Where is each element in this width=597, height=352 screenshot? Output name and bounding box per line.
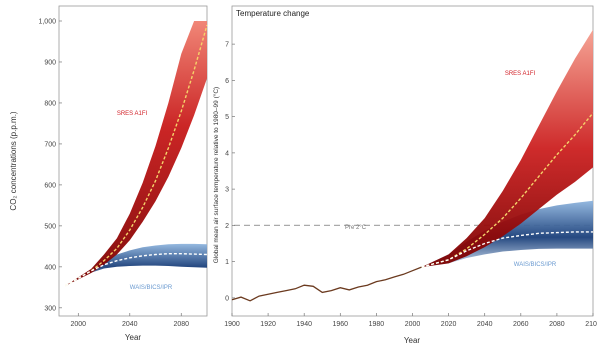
y-tick-label: 300: [44, 305, 56, 312]
x-tick-label: 2100: [585, 321, 597, 328]
y-tick-label: 1: [225, 259, 229, 266]
y-tick-label: 500: [44, 223, 56, 230]
co2-plot-frame: [58, 5, 208, 317]
a1fi-band: [65, 21, 208, 286]
y-tick-label: 2: [225, 223, 229, 230]
y-tick-label: 900: [44, 59, 56, 66]
x-tick-label: 2040: [477, 321, 493, 328]
temperature-series-label-wais: WAIS/BICS/IPR: [514, 262, 557, 268]
x-tick-label: 2000: [405, 321, 421, 328]
co2-bands: [65, 21, 208, 286]
temperature-title: Temperature change: [236, 9, 310, 18]
co2-series-label-a1fi: SRES A1FI: [117, 111, 148, 117]
temperature-panel: Temperature change 0 1 2 3 4 5 6 7 1900 1920 1940…: [212, 5, 597, 345]
x-tick-label: 1960: [333, 321, 349, 328]
wais-median-line: [65, 253, 208, 287]
temperature-x-ticks: 1900 1920 1940 1960 1980 2000 2020 2040 2060 2080…: [224, 313, 597, 328]
x-tick-label: 1920: [260, 321, 276, 328]
a1fi-band: [421, 29, 593, 268]
wais-median-line: [421, 231, 593, 268]
observed-line: [231, 266, 422, 302]
x-tick-label: 2040: [122, 321, 138, 328]
threshold-label: Pre 2°C: [345, 225, 367, 231]
y-tick-label: 7: [225, 42, 229, 49]
co2-median-lines: [65, 24, 208, 287]
y-tick-label: 1,000: [38, 19, 56, 26]
y-tick-label: 700: [44, 141, 56, 148]
y-tick-label: 3: [225, 187, 229, 194]
temperature-y-ticks: 0 1 2 3 4 5 6 7: [225, 42, 235, 302]
observed-temperature: [231, 266, 422, 302]
x-tick-label: 1900: [224, 321, 240, 328]
y-tick-label: 5: [225, 114, 229, 121]
temperature-y-axis-label: Global mean air surface temperature rela…: [212, 87, 220, 263]
co2-y-ticks: 300 400 500 600 700 800 900 1,000: [38, 19, 62, 312]
x-tick-label: 1940: [296, 321, 312, 328]
y-tick-label: 400: [44, 264, 56, 271]
temperature-bands: [421, 29, 593, 268]
co2-x-axis-label: Year: [125, 333, 142, 342]
co2-y-axis-label: CO₂ concentrations (p.p.m.): [9, 111, 18, 210]
y-tick-label: 800: [44, 100, 56, 107]
y-tick-label: 4: [225, 150, 229, 157]
y-tick-label: 6: [225, 78, 229, 85]
a1fi-median-line: [65, 24, 208, 287]
x-tick-label: 2080: [173, 321, 189, 328]
y-tick-label: 0: [225, 295, 229, 302]
y-tick-label: 600: [44, 182, 56, 189]
temperature-x-axis-label: Year: [404, 336, 421, 345]
x-tick-label: 2060: [513, 321, 529, 328]
wais-band: [65, 243, 208, 286]
co2-x-ticks: 2000 2040 2080: [71, 313, 189, 328]
x-tick-label: 2020: [441, 321, 457, 328]
a1fi-median-line: [421, 112, 594, 268]
x-tick-label: 1980: [369, 321, 385, 328]
temperature-series-label-a1fi: SRES A1FI: [505, 71, 536, 77]
temperature-median-lines: [421, 112, 594, 268]
x-tick-label: 2000: [71, 321, 87, 328]
x-tick-label: 2080: [549, 321, 565, 328]
co2-series-label-wais: WAIS/BICS/IPR: [130, 285, 173, 291]
